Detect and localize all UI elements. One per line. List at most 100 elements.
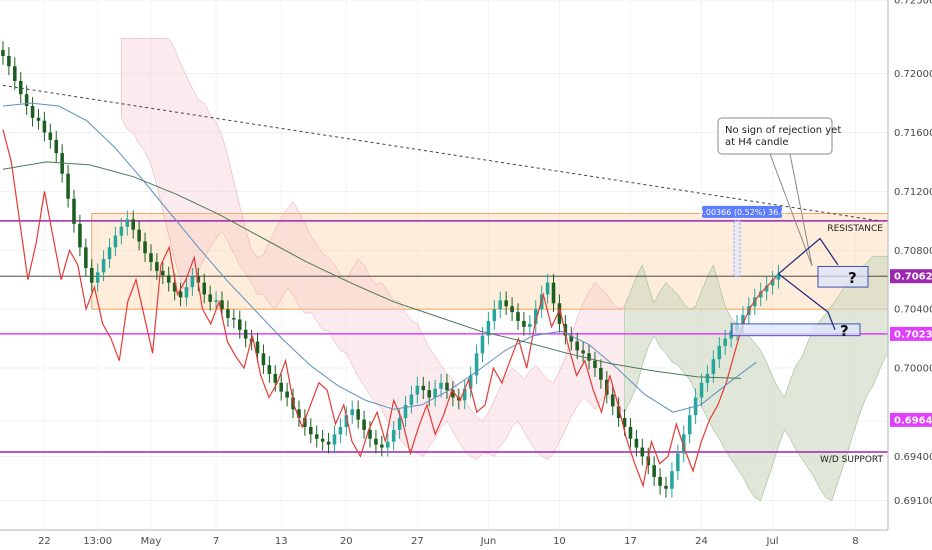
candle-body (149, 253, 153, 263)
candle-body (368, 429, 372, 439)
candle (131, 210, 135, 239)
descending-trendline[interactable] (2, 84, 880, 222)
candle-body (101, 259, 106, 273)
candle-body (190, 276, 195, 288)
candle-body (72, 198, 76, 224)
bearish-arrow (778, 273, 836, 330)
candle-body (415, 385, 420, 395)
candle (125, 210, 130, 236)
candle (533, 300, 538, 333)
candle-body (699, 382, 704, 398)
candle-body (764, 285, 769, 292)
candle-body (380, 444, 384, 448)
candle-body (314, 434, 319, 439)
candle (362, 410, 366, 439)
candle-body (504, 300, 508, 307)
annotation-pointer (769, 153, 813, 266)
candle-body (166, 275, 171, 283)
candle-body (30, 106, 35, 118)
candle-body (421, 385, 426, 391)
candle-body (202, 282, 207, 295)
candlestick-series (1, 41, 781, 498)
candle-body (569, 335, 574, 342)
indicator-line-1 (2, 102, 757, 413)
candle (149, 244, 153, 271)
price-badge-2[interactable]: 0.69648 (890, 412, 932, 427)
candle-body (575, 341, 579, 351)
candle-body (717, 345, 722, 360)
candle (510, 297, 514, 321)
scenario-box-1 (731, 323, 861, 337)
candle (652, 456, 656, 486)
candle-body (261, 353, 266, 366)
candle-body (439, 382, 443, 389)
candle (113, 226, 118, 257)
candle (504, 291, 508, 316)
candle-body (391, 429, 396, 442)
time-tick-label-8: 10 (553, 536, 566, 547)
candle-body (107, 247, 112, 260)
candle-body (243, 329, 248, 339)
price-badge-0[interactable]: 0.70624 (890, 269, 932, 284)
candle-body (214, 300, 218, 302)
candle-body (687, 415, 692, 435)
candle-body (522, 320, 526, 327)
annotation-text-0: No sign of rejection yet (725, 125, 841, 136)
candle (433, 379, 437, 407)
price-axis[interactable]: 0.72500 0.72000 0.71600 0.71200 0.70800 0.704… (887, 0, 932, 530)
candle-body (533, 309, 538, 324)
candle (184, 278, 189, 307)
candle-body (66, 173, 70, 199)
candle-body (676, 453, 680, 472)
candle (610, 385, 615, 416)
time-tick-label-2: May (141, 536, 162, 547)
candle (551, 273, 556, 313)
candle (48, 123, 53, 149)
candle (528, 315, 532, 336)
candle (415, 376, 420, 404)
candle (468, 366, 473, 398)
candle (391, 421, 396, 451)
candle (119, 217, 124, 245)
candle-body (374, 438, 378, 445)
candle (492, 300, 497, 330)
candle (385, 432, 390, 457)
candle-body (551, 282, 556, 304)
price-tick-label-9: 0.69100 (894, 496, 932, 507)
price-tick-label-3: 0.71200 (894, 187, 932, 198)
candle (190, 267, 195, 296)
candle-body (48, 132, 53, 140)
candle (137, 220, 141, 251)
candle (161, 262, 165, 285)
candle-body (711, 359, 716, 374)
price-badge-bg (890, 412, 932, 427)
time-tick-label-7: Jun (480, 536, 497, 547)
annotation-box (717, 117, 833, 155)
candle (261, 344, 266, 374)
candle (705, 365, 710, 392)
candle-body (492, 309, 497, 321)
candle (563, 315, 568, 345)
level-label-0: RESISTANCE (827, 224, 883, 234)
candle (36, 108, 41, 130)
candle-body (545, 282, 550, 295)
candle (616, 397, 621, 427)
measure-badge: 0.00366 (0.52%) 36.6 (698, 205, 786, 218)
candle-body (634, 438, 639, 448)
measure-badge-bg (702, 205, 783, 218)
candle-body (13, 66, 17, 81)
candle (374, 429, 378, 454)
candle (42, 111, 47, 142)
candle (107, 238, 112, 268)
question-mark-0: ? (848, 269, 857, 287)
candle-body (161, 270, 165, 276)
price-badge-1[interactable]: 0.70232 (890, 326, 932, 341)
time-axis[interactable]: 22 13:00 May 7 13 20 27 Jun 10 17 24 Jul 8 (0, 529, 932, 550)
candle (640, 438, 645, 466)
level-label-2: W/D SUPPORT (820, 455, 884, 465)
candle (285, 382, 289, 407)
candle (30, 97, 35, 127)
